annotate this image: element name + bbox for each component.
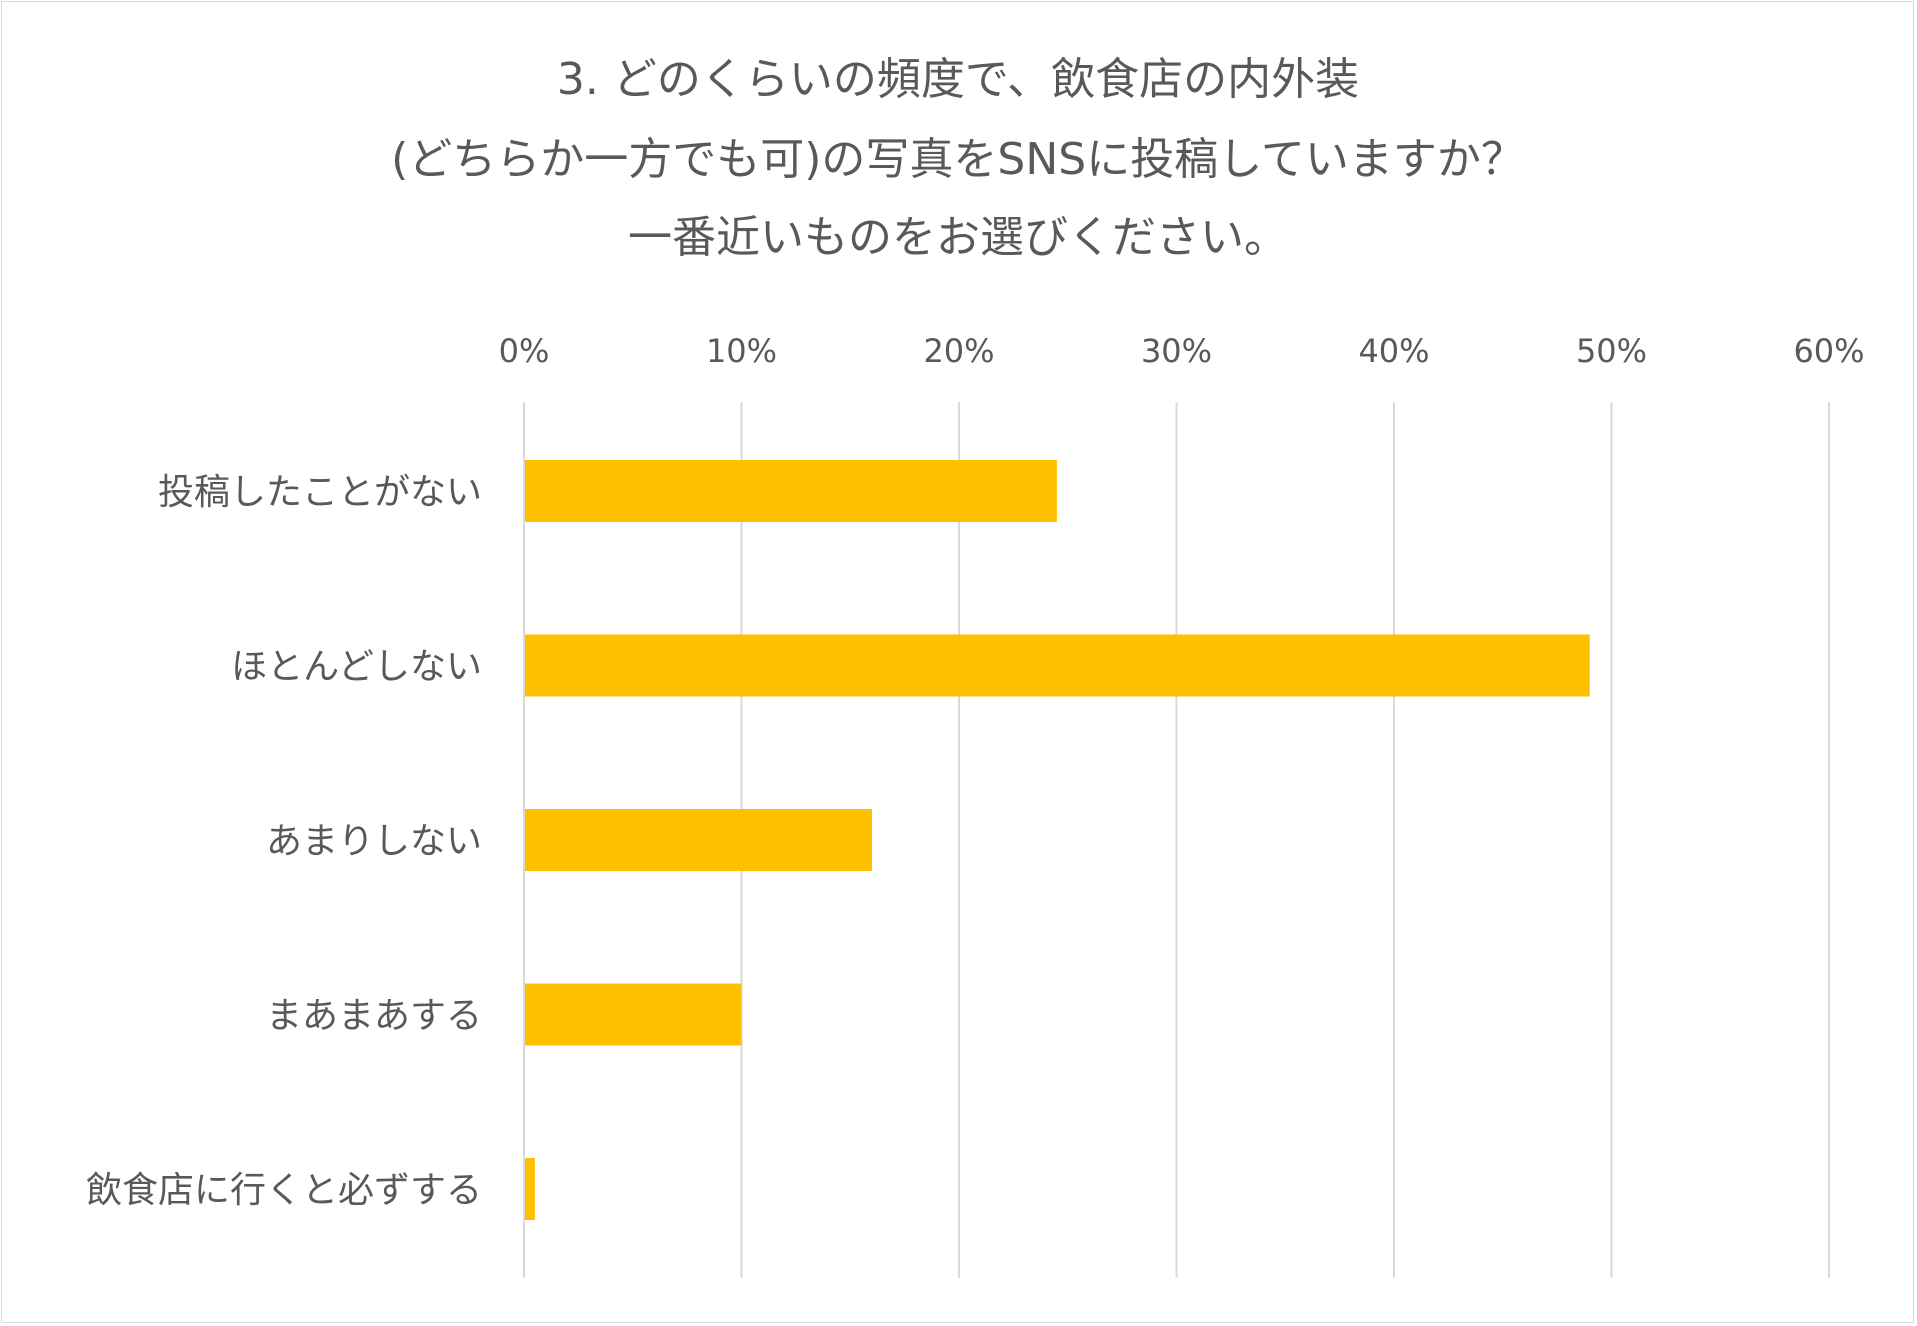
bar-2 — [525, 634, 1590, 697]
bar-3 — [525, 809, 872, 871]
bars — [525, 460, 1590, 1220]
category-label: 投稿したことがない — [158, 472, 482, 513]
x-tick-label: 40% — [1358, 332, 1429, 370]
x-tick-label: 60% — [1793, 332, 1864, 370]
x-tick-label: 0% — [499, 332, 550, 370]
chart-title-line-3: 一番近いものをお選びください。 — [628, 212, 1288, 263]
category-label: まあまあする — [266, 996, 482, 1037]
chart-title-line-1: 3. どのくらいの頻度で、飲食店の内外装 — [557, 54, 1359, 105]
category-label: 飲食店に行くと必ずする — [86, 1170, 482, 1211]
chart-title: 3. どのくらいの頻度で、飲食店の内外装 (どちらか一方でも可)の写真をSNSに投… — [391, 54, 1525, 263]
category-label: ほとんどしない — [231, 647, 482, 688]
bar-4 — [525, 983, 742, 1046]
x-tick-label: 20% — [923, 332, 994, 370]
bar-1 — [525, 460, 1057, 522]
x-tick-label: 50% — [1576, 332, 1647, 370]
category-label: あまりしない — [266, 821, 482, 862]
x-axis-tick-labels: 0% 10% 20% 30% 40% 50% 60% — [499, 332, 1865, 370]
x-tick-label: 30% — [1141, 332, 1212, 370]
bar-5 — [525, 1158, 535, 1220]
chart-title-line-2: (どちらか一方でも可)の写真をSNSに投稿していますか？ — [391, 134, 1525, 185]
x-tick-label: 10% — [706, 332, 777, 370]
gridlines — [523, 402, 1830, 1278]
